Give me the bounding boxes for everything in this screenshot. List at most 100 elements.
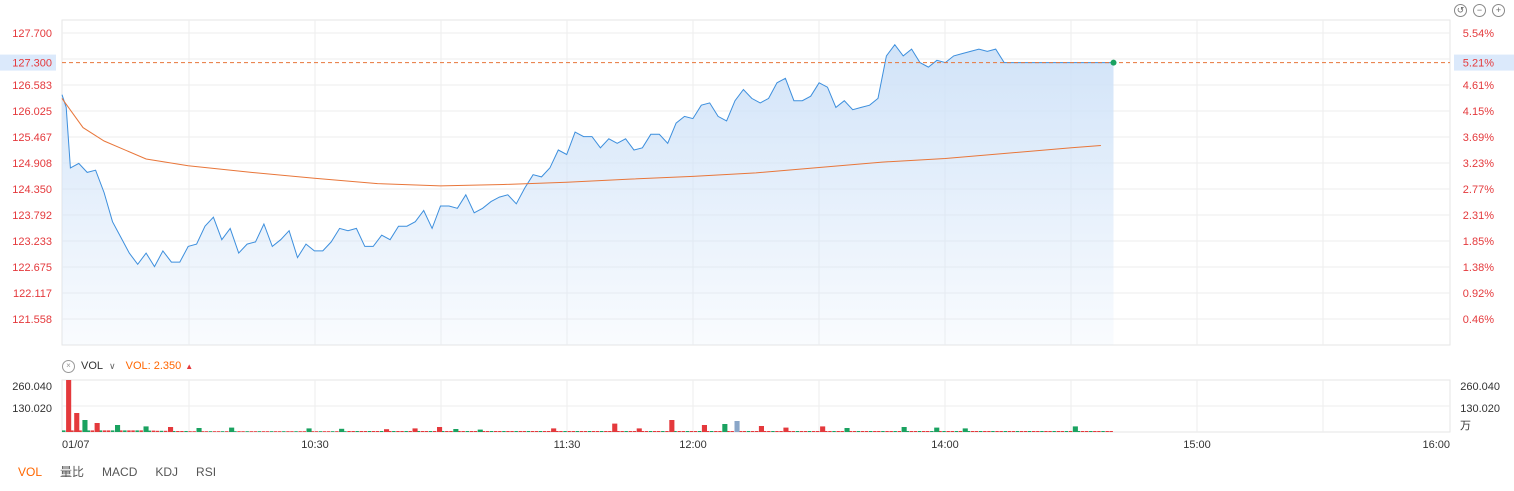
volume-bar xyxy=(628,431,632,432)
volume-bar xyxy=(416,431,421,432)
volume-bar xyxy=(139,430,143,432)
x-tick-label: 11:30 xyxy=(554,439,581,451)
volume-bar xyxy=(616,431,620,432)
volume-bar xyxy=(970,431,975,432)
volume-bar-spike xyxy=(82,420,88,432)
volume-bar xyxy=(828,431,832,432)
volume-bar xyxy=(1076,431,1081,432)
y-tick-right: 2.31% xyxy=(1463,210,1494,222)
volume-bar xyxy=(392,431,396,432)
volume-bar xyxy=(457,431,461,432)
volume-bar xyxy=(1015,431,1020,432)
volume-bar xyxy=(677,431,681,432)
volume-bar xyxy=(127,430,131,432)
tab-macd[interactable]: MACD xyxy=(102,465,138,479)
volume-bar xyxy=(852,431,857,432)
volume-bar xyxy=(302,431,306,432)
volume-bar xyxy=(510,431,514,432)
tab-vol[interactable]: VOL xyxy=(18,465,43,479)
y-tick-left: 125.467 xyxy=(12,132,52,144)
volume-bar xyxy=(1080,431,1085,432)
volume-bar-spike xyxy=(412,428,418,432)
volume-bar xyxy=(942,431,946,432)
volume-bar xyxy=(795,431,800,432)
volume-bar xyxy=(816,431,820,432)
volume-bar xyxy=(632,431,637,432)
volume-bar-spike xyxy=(306,428,312,432)
volume-bar xyxy=(314,431,319,432)
zoom-in-icon[interactable]: + xyxy=(1492,4,1505,17)
volume-bar xyxy=(579,431,584,432)
volume-bar xyxy=(343,431,347,432)
volume-bar xyxy=(106,430,111,432)
reset-icon[interactable]: ↺ xyxy=(1454,4,1467,17)
volume-bar xyxy=(881,431,885,432)
volume-bar-spike xyxy=(453,429,459,432)
volume-bar xyxy=(926,431,930,432)
indicator-header: × VOL ∨ VOL: 2.350 ▲ xyxy=(62,357,193,375)
volume-bar-spike xyxy=(196,428,202,432)
volume-bar xyxy=(1097,431,1101,432)
volume-bar xyxy=(538,431,543,432)
indicator-tabs: VOL 量比 MACD KDJ RSI xyxy=(0,460,216,484)
volume-bar-spike xyxy=(758,426,764,432)
volume-bar-spike xyxy=(962,428,968,432)
volume-bar xyxy=(763,431,767,432)
chart-svg[interactable]: 127.7005.54%127.1425.08%126.5834.61%126.… xyxy=(0,0,1514,460)
volume-bar xyxy=(481,431,486,432)
volume-bar xyxy=(738,431,743,432)
volume-bar xyxy=(465,431,469,432)
volume-bar xyxy=(432,431,437,432)
y-tick-right: 3.69% xyxy=(1463,132,1494,144)
volume-bar xyxy=(542,431,547,432)
volume-bar xyxy=(673,431,677,432)
y-tick-right: 0.92% xyxy=(1463,288,1494,300)
volume-bar xyxy=(530,431,535,432)
close-indicator-icon[interactable]: × xyxy=(62,359,75,373)
volume-bar xyxy=(889,431,893,432)
volume-bar xyxy=(1019,431,1024,432)
volume-bar xyxy=(1032,431,1036,432)
current-price-dot xyxy=(1110,59,1117,66)
volume-bar xyxy=(836,431,840,432)
volume-bar xyxy=(318,431,323,432)
volume-bar xyxy=(905,431,910,432)
volume-tick-left: 260.040 xyxy=(12,381,52,393)
volume-tick-left: 130.020 xyxy=(12,403,52,415)
tab-volume-ratio[interactable]: 量比 xyxy=(60,465,85,479)
volume-bar xyxy=(200,431,205,432)
volume-bar xyxy=(257,431,262,432)
volume-bar xyxy=(331,431,335,432)
volume-bar xyxy=(188,431,192,432)
volume-bar xyxy=(502,431,506,432)
volume-bar-spike xyxy=(701,425,707,432)
volume-bar xyxy=(428,431,433,432)
volume-tick-right: 260.040 xyxy=(1460,381,1500,393)
x-tick-label: 01/07 xyxy=(62,439,90,451)
y-tick-left: 127.700 xyxy=(12,28,52,40)
zoom-out-icon[interactable]: − xyxy=(1473,4,1486,17)
volume-bar xyxy=(706,431,710,432)
volume-bar xyxy=(620,431,624,432)
tab-kdj[interactable]: KDJ xyxy=(155,465,179,479)
tab-rsi[interactable]: RSI xyxy=(196,465,217,479)
volume-bar xyxy=(979,431,983,432)
volume-bar xyxy=(62,430,66,432)
volume-bar-spike xyxy=(94,423,100,432)
volume-bar xyxy=(269,431,274,432)
chevron-down-icon[interactable]: ∨ xyxy=(109,360,116,371)
y-tick-right: 3.23% xyxy=(1463,158,1494,170)
volume-bar xyxy=(791,431,795,432)
volume-bar xyxy=(163,430,168,432)
volume-bar xyxy=(583,431,588,432)
y-tick-left: 123.792 xyxy=(12,210,52,222)
volume-bar xyxy=(685,431,690,432)
volume-bar xyxy=(526,431,531,432)
volume-bar xyxy=(954,431,959,432)
volume-bar xyxy=(1101,431,1105,432)
volume-bar xyxy=(367,431,372,432)
volume-bar xyxy=(514,431,518,432)
indicator-name: VOL xyxy=(81,360,104,372)
volume-bar xyxy=(608,431,612,432)
